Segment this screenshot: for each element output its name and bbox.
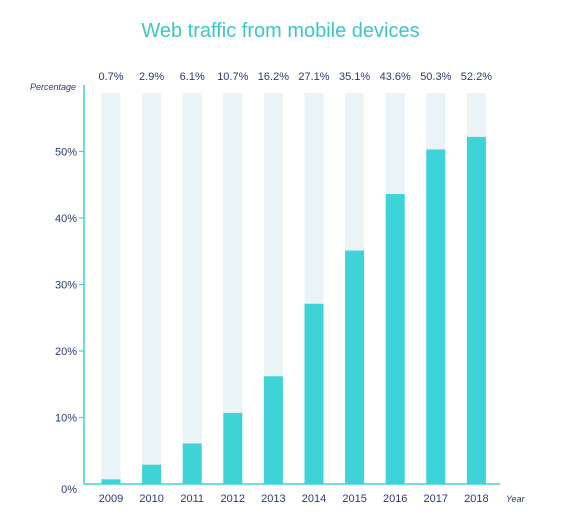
- data-label: 52.2%: [461, 71, 492, 83]
- data-labels: 0.7% 2.9% 6.1% 10.7% 16.2% 27.1% 35.1% 43.6% 50.…: [98, 71, 492, 83]
- bar: [345, 250, 365, 484]
- data-label: 10.7%: [217, 71, 248, 83]
- y-tick-label: 50%: [55, 147, 77, 159]
- bar: [101, 479, 121, 484]
- x-axis-title: Year: [506, 494, 526, 504]
- y-tick-label: 40%: [55, 213, 77, 225]
- bar: [223, 412, 243, 484]
- x-tick-label: 2012: [221, 493, 245, 505]
- y-axis-title: Percentage: [30, 82, 76, 92]
- x-tick-label: 2015: [342, 493, 366, 505]
- bar: [142, 464, 162, 484]
- bar: [182, 443, 202, 484]
- x-tick-label: 2009: [99, 493, 123, 505]
- y-tick-label: 20%: [55, 346, 77, 358]
- chart-title: Web traffic from mobile devices: [141, 20, 420, 42]
- bars: [101, 136, 486, 484]
- y-tick-label: 30%: [55, 280, 77, 292]
- bar: [263, 376, 283, 484]
- bar: [304, 303, 324, 484]
- data-label: 6.1%: [180, 71, 205, 83]
- x-tick-labels: 2009 2010 2011 2012 2013 2014 2015 2016 2017 2018: [99, 493, 489, 505]
- y-ticks: 0% 10% 20% 30% 40% 50%: [55, 147, 84, 496]
- bar-track: [182, 93, 202, 484]
- bar-track: [223, 93, 243, 484]
- x-tick-label: 2010: [139, 493, 163, 505]
- bar: [426, 149, 446, 484]
- data-label: 0.7%: [98, 71, 123, 83]
- data-label: 35.1%: [339, 71, 370, 83]
- data-label: 16.2%: [258, 71, 289, 83]
- x-tick-label: 2017: [424, 493, 448, 505]
- bar-track: [142, 93, 162, 484]
- bar: [385, 194, 405, 484]
- bar-track: [101, 93, 121, 484]
- bar: [466, 136, 486, 484]
- data-label: 27.1%: [298, 71, 329, 83]
- x-tick-label: 2011: [180, 493, 204, 505]
- x-tick-label: 2018: [464, 493, 488, 505]
- x-tick-label: 2016: [383, 493, 407, 505]
- y-tick-label: 10%: [55, 413, 77, 425]
- data-label: 2.9%: [139, 71, 164, 83]
- data-label: 50.3%: [420, 71, 451, 83]
- data-label: 43.6%: [380, 71, 411, 83]
- x-tick-label: 2013: [261, 493, 285, 505]
- x-tick-label: 2014: [302, 493, 326, 505]
- y-tick-label: 0%: [61, 484, 77, 496]
